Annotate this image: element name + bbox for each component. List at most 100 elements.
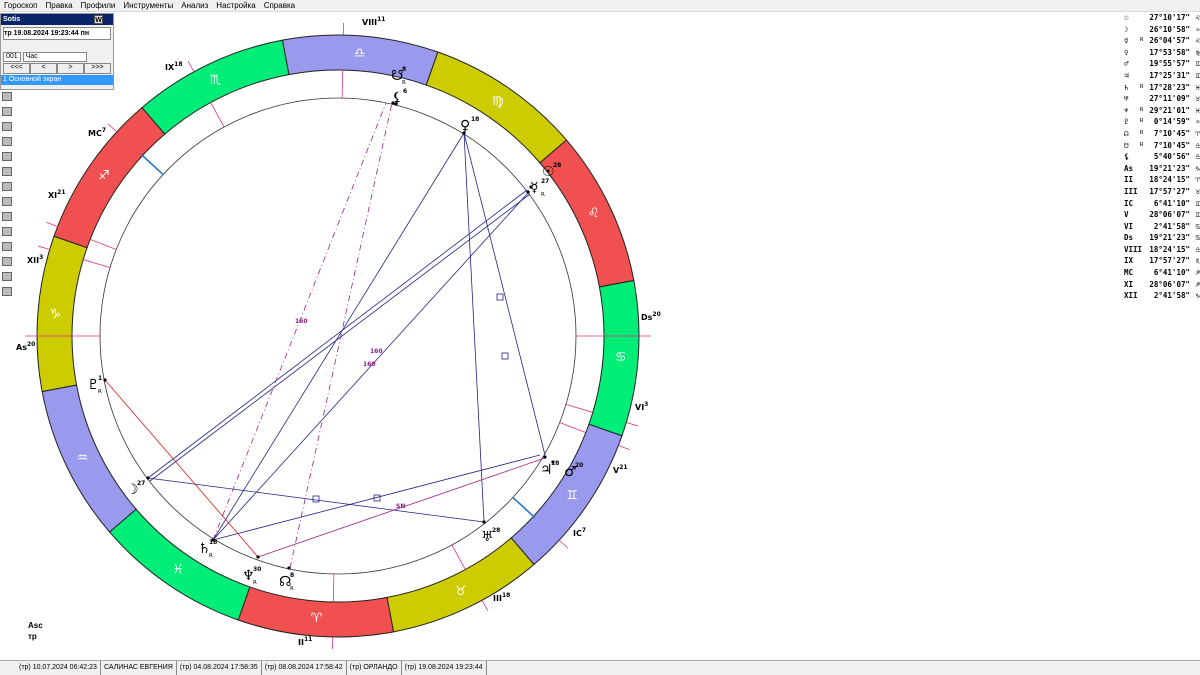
position-row: ⚸ 5°40'56" ♎ — [1124, 151, 1200, 163]
aspect-line — [149, 193, 531, 482]
tab[interactable]: (тр) 19.08.2024 19:23:44 — [402, 661, 487, 675]
position-retro-cell — [1140, 24, 1148, 36]
house-label: MC7 — [88, 127, 106, 138]
sign-glyph: ♓ — [172, 563, 184, 578]
tool-button[interactable] — [2, 167, 12, 176]
screen-item[interactable]: 1 Основной экран — [1, 75, 113, 85]
position-glyph: ☉ — [1124, 13, 1129, 22]
step-field[interactable]: 001 — [3, 52, 21, 62]
position-sign: ♏ — [1195, 256, 1200, 266]
position-sign: ♊ — [1195, 198, 1200, 208]
position-row: III 17°57'27" ♉ — [1124, 186, 1200, 198]
tool-button[interactable] — [2, 287, 12, 296]
menu-item[interactable]: Профили — [80, 1, 116, 10]
position-sign: ♈ — [1195, 175, 1200, 185]
panel-button[interactable]: W — [94, 15, 103, 24]
position-row: MC 6°41'10" ♐ — [1124, 267, 1200, 279]
tool-button[interactable] — [2, 242, 12, 251]
position-retro-cell — [1140, 12, 1148, 24]
planet-degree: 30 — [253, 566, 261, 573]
tool-button[interactable] — [2, 122, 12, 131]
planet-glyph: ♅ — [481, 529, 494, 545]
sign-glyph: ♐ — [98, 168, 110, 183]
position-sign: ♎ — [1195, 152, 1200, 162]
tool-button[interactable] — [2, 182, 12, 191]
position-sign: ♍ — [1195, 47, 1200, 57]
house-label: VIII11 — [362, 16, 385, 27]
position-row: ♇ R 0°14'59" ♒ — [1124, 116, 1200, 128]
nav-button[interactable]: <<< — [3, 63, 30, 74]
menu-item[interactable]: Настройка — [216, 1, 256, 10]
position-value: 18°24'15" — [1149, 244, 1190, 254]
sign-segment — [108, 508, 251, 621]
nav-button[interactable]: > — [57, 63, 84, 74]
tab[interactable]: (тр) 08.08.2024 17:58:42 — [262, 661, 347, 675]
planet-degree: 28 — [553, 162, 561, 169]
tab[interactable]: (тр) ОРЛАНДО — [347, 661, 402, 675]
house-name: As — [16, 343, 27, 352]
corner-info: Asc тр — [28, 620, 43, 642]
positions-table: ☉ 27°10'17" ♌ ☽ 26°10'58" ♒ ☿ R 26°04'57" ♌ ♀ 17°53… — [1124, 12, 1200, 302]
tab[interactable]: САЛИНАС ЕВГЕНИЯ — [101, 661, 177, 675]
position-row: VI 2°41'58" ♋ — [1124, 221, 1200, 233]
tab[interactable]: (тр) 10.07.2024 06:42:23 — [16, 661, 101, 675]
nav-button[interactable]: < — [30, 63, 57, 74]
unit-select[interactable]: Час — [22, 52, 87, 62]
tool-button[interactable] — [2, 137, 12, 146]
position-value: 6°41'10" — [1153, 268, 1190, 278]
tab[interactable]: (тр) 04.08.2024 17:58:35 — [177, 661, 262, 675]
tool-button[interactable] — [2, 107, 12, 116]
position-row: ☉ 27°10'17" ♌ — [1124, 12, 1200, 24]
aspect-line — [212, 454, 541, 541]
menu-item[interactable]: Правка — [45, 1, 73, 10]
position-retro-cell: R — [1140, 140, 1148, 152]
planet-glyph: ☋ — [391, 68, 403, 84]
house-label: II11 — [298, 636, 312, 647]
house-name: IX — [165, 63, 175, 72]
tool-button[interactable] — [2, 197, 12, 206]
tool-button[interactable] — [2, 257, 12, 266]
menu-item[interactable]: Инструменты — [123, 1, 174, 10]
menu-item[interactable]: Анализ — [181, 1, 209, 10]
tool-button[interactable] — [2, 272, 12, 281]
nav-button[interactable]: >>> — [84, 63, 111, 74]
position-value: 2°41'58" — [1153, 291, 1190, 301]
house-name: III — [493, 594, 502, 603]
position-sign: ♒ — [1195, 24, 1200, 34]
house-cusp-outer — [107, 123, 118, 133]
position-row: ☊ R 7°10'45" ♈ — [1124, 128, 1200, 140]
tool-button[interactable] — [2, 212, 12, 221]
tool-button[interactable] — [2, 92, 12, 101]
date-field[interactable]: тр 19.08.2024 19:23:44 пн — [3, 27, 111, 40]
tool-button[interactable] — [2, 227, 12, 236]
tool-button[interactable] — [2, 152, 12, 161]
position-glyph: ⚸ — [1124, 152, 1130, 162]
position-value: 26°10'58" — [1149, 24, 1190, 34]
position-row: XII 2°41'58" ♑ — [1124, 290, 1200, 302]
position-value: 5°40'56" — [1153, 152, 1190, 162]
position-retro-cell — [1140, 209, 1148, 221]
house-cusp-outer — [187, 60, 195, 72]
position-sign: ♈ — [1195, 128, 1200, 138]
position-sign: ♌ — [1195, 36, 1200, 46]
menu-item[interactable]: Гороскоп — [4, 1, 38, 10]
planet-degree: 28 — [492, 527, 500, 534]
aspect-square — [501, 352, 509, 360]
house-label: As20 — [16, 341, 35, 352]
toolbar — [2, 92, 14, 302]
position-retro-cell — [1140, 174, 1148, 186]
position-value: 7°10'45" — [1153, 128, 1190, 138]
position-retro-cell: R — [1140, 128, 1148, 140]
position-row: XI 28°06'07" ♐ — [1124, 279, 1200, 291]
position-glyph: ♇ — [1124, 117, 1129, 127]
position-retro: R — [1140, 118, 1144, 125]
sign-glyph: ♒ — [77, 451, 89, 466]
position-value: 19°21'23" — [1149, 163, 1190, 173]
planet-retro: R — [290, 586, 294, 592]
position-glyph: III — [1124, 186, 1138, 196]
menu-item[interactable]: Справка — [263, 1, 296, 10]
sign-glyph: ♎ — [354, 46, 366, 61]
position-retro-cell — [1140, 244, 1148, 256]
planet-degree: 8 — [402, 66, 406, 73]
